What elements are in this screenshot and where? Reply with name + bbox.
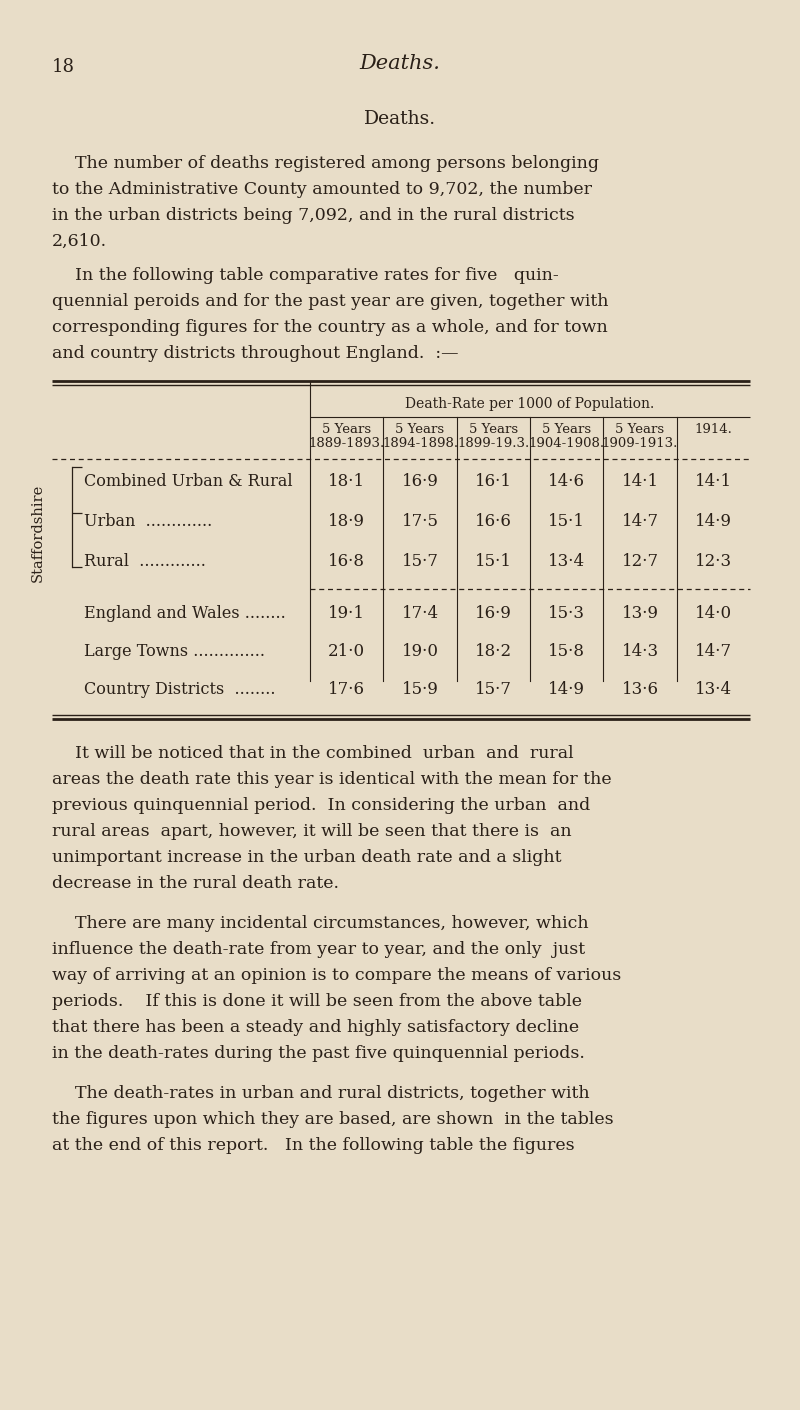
Text: previous quinquennial period.  In considering the urban  and: previous quinquennial period. In conside… [52,797,590,814]
Text: 1894-1898.: 1894-1898. [382,437,458,450]
Text: 12·7: 12·7 [622,553,658,570]
Text: 19·1: 19·1 [328,605,365,622]
Text: 14·6: 14·6 [548,472,585,491]
Text: 13·9: 13·9 [622,605,658,622]
Text: 14·3: 14·3 [622,643,658,660]
Text: 15·7: 15·7 [475,681,512,698]
Text: and country districts throughout England.  :—: and country districts throughout England… [52,345,458,362]
Text: It will be noticed that in the combined  urban  and  rural: It will be noticed that in the combined … [75,744,574,761]
Text: in the death-rates during the past five quinquennial periods.: in the death-rates during the past five … [52,1045,585,1062]
Text: 1904-1908.: 1904-1908. [529,437,605,450]
Text: Deaths.: Deaths. [364,110,436,128]
Text: the figures upon which they are based, are shown  in the tables: the figures upon which they are based, a… [52,1111,614,1128]
Text: 18·2: 18·2 [474,643,512,660]
Text: 21·0: 21·0 [328,643,366,660]
Text: 5 Years: 5 Years [615,423,665,436]
Text: 15·3: 15·3 [548,605,585,622]
Text: 19·0: 19·0 [402,643,438,660]
Text: 17·6: 17·6 [328,681,365,698]
Text: influence the death-rate from year to year, and the only  just: influence the death-rate from year to ye… [52,940,585,957]
Text: 13·6: 13·6 [622,681,658,698]
Text: 15·8: 15·8 [548,643,585,660]
Text: that there has been a steady and highly satisfactory decline: that there has been a steady and highly … [52,1019,579,1036]
Text: 15·9: 15·9 [402,681,438,698]
Text: Deaths.: Deaths. [359,54,441,73]
Text: 18·9: 18·9 [328,513,365,530]
Text: In the following table comparative rates for five   quin-: In the following table comparative rates… [75,266,558,283]
Text: 5 Years: 5 Years [469,423,518,436]
Text: 1909-1913.: 1909-1913. [602,437,678,450]
Text: England and Wales ........: England and Wales ........ [84,605,286,622]
Text: periods.    If this is done it will be seen from the above table: periods. If this is done it will be seen… [52,993,582,1010]
Text: 14·1: 14·1 [694,472,732,491]
Text: 13·4: 13·4 [548,553,586,570]
Text: 14·9: 14·9 [695,513,732,530]
Text: 1889-1893.: 1889-1893. [309,437,385,450]
Text: Urban  .............: Urban ............. [84,513,212,530]
Text: 5 Years: 5 Years [542,423,591,436]
Text: to the Administrative County amounted to 9,702, the number: to the Administrative County amounted to… [52,180,592,197]
Text: The number of deaths registered among persons belonging: The number of deaths registered among pe… [75,155,599,172]
Text: 13·4: 13·4 [694,681,732,698]
Text: 16·6: 16·6 [475,513,512,530]
Text: way of arriving at an opinion is to compare the means of various: way of arriving at an opinion is to comp… [52,967,622,984]
Text: There are many incidental circumstances, however, which: There are many incidental circumstances,… [75,915,589,932]
Text: 14·7: 14·7 [694,643,732,660]
Text: decrease in the rural death rate.: decrease in the rural death rate. [52,876,339,893]
Text: Combined Urban & Rural: Combined Urban & Rural [84,472,293,491]
Text: 18: 18 [52,58,75,76]
Text: Large Towns ..............: Large Towns .............. [84,643,265,660]
Text: 16·8: 16·8 [328,553,365,570]
Text: Country Districts  ........: Country Districts ........ [84,681,275,698]
Text: 1899-19.3.: 1899-19.3. [458,437,530,450]
Text: 14·1: 14·1 [622,472,658,491]
Text: Staffordshire: Staffordshire [31,484,45,582]
Text: 15·1: 15·1 [475,553,512,570]
Text: corresponding figures for the country as a whole, and for town: corresponding figures for the country as… [52,319,608,336]
Text: rural areas  apart, however, it will be seen that there is  an: rural areas apart, however, it will be s… [52,823,572,840]
Text: areas the death rate this year is identical with the mean for the: areas the death rate this year is identi… [52,771,612,788]
Text: 14·7: 14·7 [622,513,658,530]
Text: 14·0: 14·0 [694,605,732,622]
Text: quennial peroids and for the past year are given, together with: quennial peroids and for the past year a… [52,293,609,310]
Text: in the urban districts being 7,092, and in the rural districts: in the urban districts being 7,092, and … [52,207,574,224]
Text: The death-rates in urban and rural districts, together with: The death-rates in urban and rural distr… [75,1086,590,1103]
Text: 2,610.: 2,610. [52,233,107,250]
Text: 16·9: 16·9 [402,472,438,491]
Text: 16·1: 16·1 [475,472,512,491]
Text: 14·9: 14·9 [548,681,585,698]
Text: 15·7: 15·7 [402,553,438,570]
Text: 16·9: 16·9 [475,605,512,622]
Text: 1914.: 1914. [694,423,732,436]
Text: 17·4: 17·4 [402,605,438,622]
Text: 5 Years: 5 Years [322,423,371,436]
Text: 12·3: 12·3 [694,553,732,570]
Text: 18·1: 18·1 [328,472,366,491]
Text: 17·5: 17·5 [402,513,438,530]
Text: Rural  .............: Rural ............. [84,553,206,570]
Text: Death-Rate per 1000 of Population.: Death-Rate per 1000 of Population. [406,398,654,410]
Text: 5 Years: 5 Years [395,423,445,436]
Text: unimportant increase in the urban death rate and a slight: unimportant increase in the urban death … [52,849,562,866]
Text: at the end of this report.   In the following table the figures: at the end of this report. In the follow… [52,1136,574,1153]
Text: 15·1: 15·1 [548,513,585,530]
